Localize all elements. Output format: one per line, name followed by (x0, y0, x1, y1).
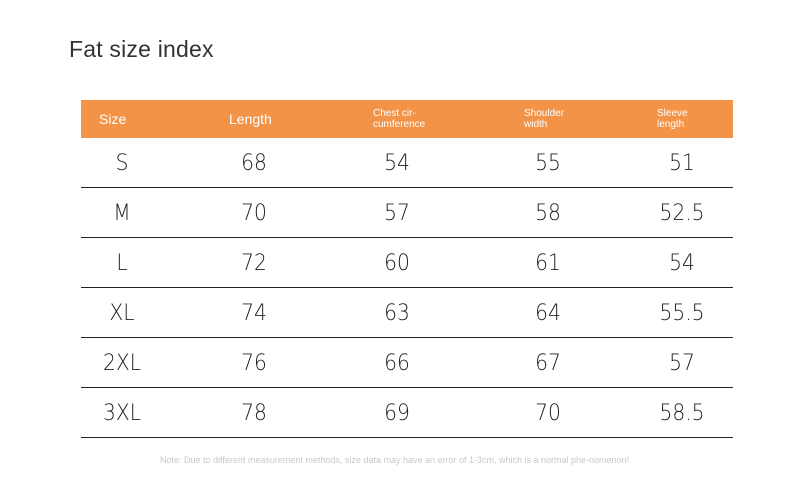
header-chest: Chest cir- cumference (373, 100, 425, 138)
cell-shoulder: 70 (535, 401, 561, 426)
cell-length: 72 (241, 251, 267, 276)
measurement-note: Note: Due to different measurement metho… (160, 455, 630, 465)
header-size: Size (99, 111, 127, 127)
cell-length: 74 (241, 301, 267, 326)
header-sleeve: Sleeve length (657, 100, 688, 138)
header-sleeve-line2: length (657, 119, 685, 130)
header-length: Length (229, 111, 272, 127)
cell-length: 76 (241, 351, 267, 376)
cell-length: 68 (241, 151, 267, 176)
table-row: XL 74 63 64 55.5 (81, 288, 733, 338)
cell-shoulder: 64 (535, 301, 561, 326)
size-table: Size Length Chest cir- cumference Should… (81, 100, 733, 438)
cell-shoulder: 55 (535, 151, 561, 176)
cell-sleeve: 51 (669, 151, 695, 176)
cell-size: 2XL (102, 351, 142, 376)
header-chest-line1: Chest cir- (373, 108, 416, 119)
cell-sleeve: 58.5 (659, 401, 705, 426)
cell-length: 78 (241, 401, 267, 426)
cell-chest: 63 (384, 301, 410, 326)
cell-size: L (116, 251, 128, 276)
table-header: Size Length Chest cir- cumference Should… (81, 100, 733, 138)
table-row: 2XL 76 66 67 57 (81, 338, 733, 388)
cell-chest: 69 (384, 401, 410, 426)
header-sleeve-line1: Sleeve (657, 108, 688, 119)
cell-size: XL (109, 301, 135, 326)
cell-size: M (113, 201, 131, 226)
page-title: Fat size index (69, 36, 214, 62)
cell-chest: 54 (384, 151, 410, 176)
table-row: 3XL 78 69 70 58.5 (81, 388, 733, 438)
cell-length: 70 (241, 201, 267, 226)
cell-chest: 66 (384, 351, 410, 376)
table-row: L 72 60 61 54 (81, 238, 733, 288)
cell-chest: 60 (384, 251, 410, 276)
cell-size: 3XL (102, 401, 142, 426)
cell-size: S (115, 151, 129, 176)
cell-shoulder: 61 (535, 251, 561, 276)
cell-shoulder: 58 (535, 201, 561, 226)
header-shoulder: Shoulder width (524, 100, 564, 138)
cell-shoulder: 67 (535, 351, 561, 376)
cell-sleeve: 54 (669, 251, 695, 276)
header-chest-line2: cumference (373, 119, 426, 130)
cell-chest: 57 (384, 201, 410, 226)
cell-sleeve: 55.5 (659, 301, 705, 326)
header-shoulder-line2: width (524, 119, 548, 130)
cell-sleeve: 57 (669, 351, 695, 376)
cell-sleeve: 52.5 (659, 201, 705, 226)
table-row: S 68 54 55 51 (81, 138, 733, 188)
header-shoulder-line1: Shoulder (524, 108, 565, 119)
table-row: M 70 57 58 52.5 (81, 188, 733, 238)
